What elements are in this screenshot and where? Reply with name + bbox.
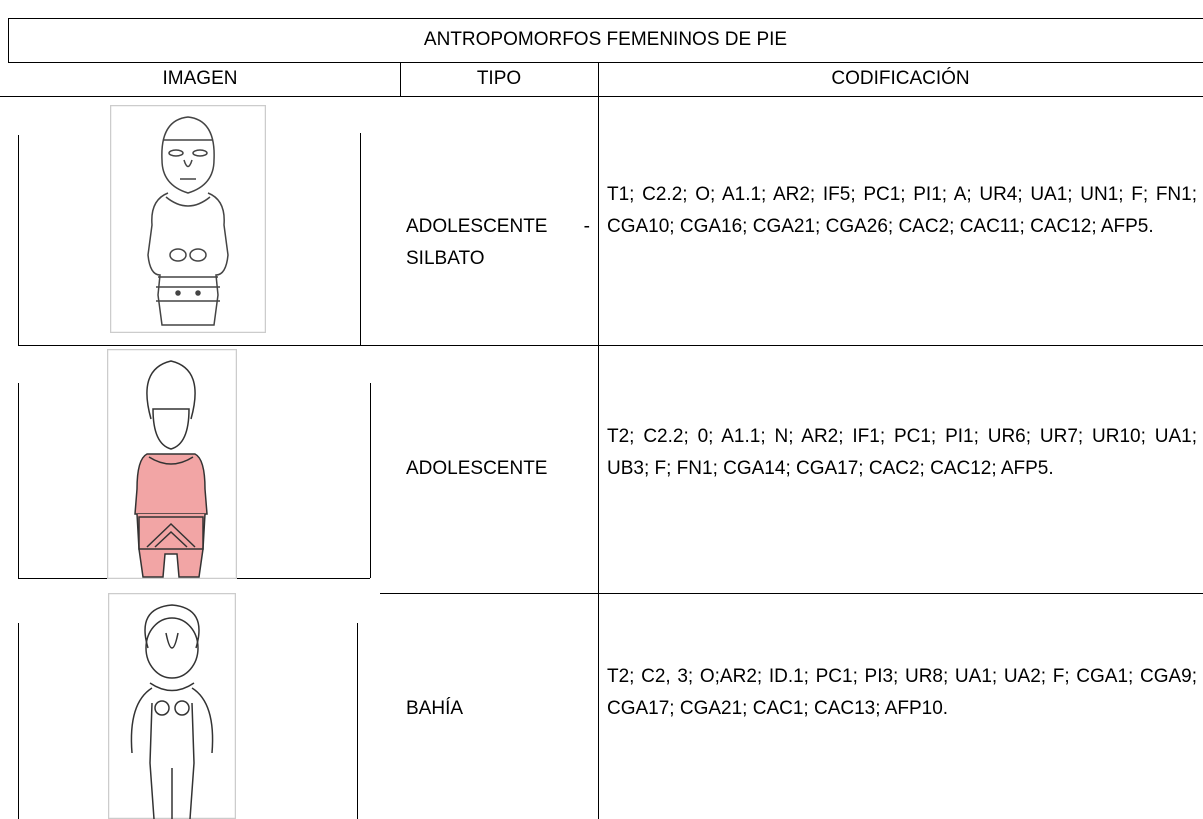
figure-image [110, 105, 266, 333]
border [8, 18, 1203, 19]
code: T2; C2, 3; O;AR2; ID.1; PC1; PI3; UR8; U… [607, 666, 1197, 719]
frame [370, 383, 371, 578]
type: BAHÍA [406, 698, 464, 719]
frame [18, 623, 19, 819]
border [380, 593, 1203, 594]
border [8, 18, 9, 62]
type: ADOLESCENTE [406, 458, 548, 479]
border [0, 96, 1203, 97]
frame [360, 133, 361, 345]
frame [18, 383, 19, 578]
border [8, 62, 1203, 63]
code: T2; C2.2; 0; A1.1; N; AR2; IF1; PC1; PI1… [607, 426, 1197, 479]
column-header: IMAGEN [162, 68, 238, 89]
frame [357, 623, 358, 819]
border [400, 62, 401, 96]
column-header: TIPO [476, 68, 522, 89]
frame [18, 135, 19, 345]
type: ADOLESCENTE - SILBATO [406, 216, 590, 269]
frame [18, 345, 380, 346]
code: T1; C2.2; O; A1.1; AR2; IF5; PC1; PI1; A… [607, 184, 1197, 237]
figure-image [108, 593, 236, 819]
border [380, 345, 1203, 346]
figure-image [107, 349, 237, 579]
column-header: CODIFICACIÓN [831, 68, 970, 89]
title: ANTROPOMORFOS FEMENINOS DE PIE [423, 29, 788, 50]
border [598, 62, 599, 819]
